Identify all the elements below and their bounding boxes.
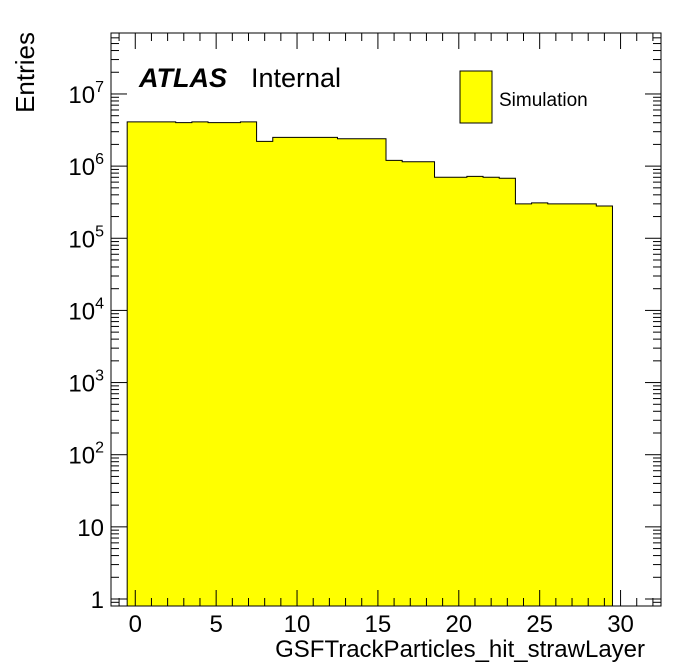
y-axis-ticks: 1 10 102 103 104 105 106 107 (68, 32, 661, 614)
histogram-bin (175, 122, 193, 606)
histogram-bin (272, 137, 290, 607)
histogram-bin (402, 161, 419, 606)
y-tick-label: 104 (68, 295, 104, 325)
histogram-bin (434, 177, 452, 606)
histogram-bin (499, 178, 516, 606)
histogram-outline (126, 121, 613, 606)
histogram-bin (191, 121, 209, 607)
histogram-bin (256, 141, 274, 606)
histogram-bin (127, 121, 144, 607)
histogram-bin (143, 121, 160, 607)
histogram-bin (547, 203, 565, 606)
histogram-bin (531, 202, 549, 606)
y-tick-label: 10 (77, 515, 104, 542)
plot-border (110, 32, 662, 607)
histogram-bin (159, 121, 177, 607)
y-tick-label: 106 (68, 151, 104, 181)
histogram-bin (321, 137, 338, 607)
histogram-bin (288, 137, 306, 607)
atlas-label-internal: Internal (251, 63, 341, 93)
y-tick-label: 1 (91, 587, 104, 614)
legend-swatch (459, 70, 493, 124)
histogram-bin (596, 206, 613, 606)
x-tick-label: 25 (526, 611, 553, 638)
histogram-bin (224, 122, 241, 606)
histogram-bin (240, 121, 257, 607)
atlas-label: ATLAS Internal (138, 63, 341, 93)
legend-label: Simulation (499, 90, 588, 111)
histogram-bin (515, 203, 532, 606)
histogram-bin (208, 122, 225, 606)
y-tick-label: 107 (68, 79, 104, 109)
y-tick-label: 102 (68, 440, 104, 470)
x-tick-label: 30 (607, 611, 634, 638)
x-axis-label: GSFTrackParticles_hit_strawLayer (275, 636, 645, 663)
histogram-bin (580, 203, 597, 606)
histogram-bin (305, 137, 322, 607)
x-tick-label: 10 (284, 611, 311, 638)
histogram-bin (353, 138, 371, 606)
x-axis-ticks: 0 5 10 15 20 25 30 (118, 33, 654, 638)
y-tick-label: 105 (68, 223, 104, 253)
atlas-label-bold: ATLAS (138, 63, 227, 93)
histogram-bin (466, 176, 484, 606)
y-tick-label: 103 (68, 368, 104, 398)
x-tick-label: 20 (445, 611, 472, 638)
histogram-bars (126, 121, 613, 607)
y-axis-label: Entries (10, 32, 40, 113)
x-tick-label: 5 (209, 611, 222, 638)
histogram-bin (563, 203, 581, 606)
x-tick-label: 0 (129, 611, 142, 638)
histogram-bin (418, 161, 435, 606)
histogram-bin (369, 138, 387, 606)
histogram-bin (337, 138, 355, 606)
histogram-bin (386, 160, 403, 607)
histogram-bin (450, 177, 468, 606)
legend: Simulation (459, 70, 588, 124)
plot-frame (110, 32, 662, 607)
x-tick-label: 15 (365, 611, 392, 638)
histogram-bin (483, 177, 500, 606)
